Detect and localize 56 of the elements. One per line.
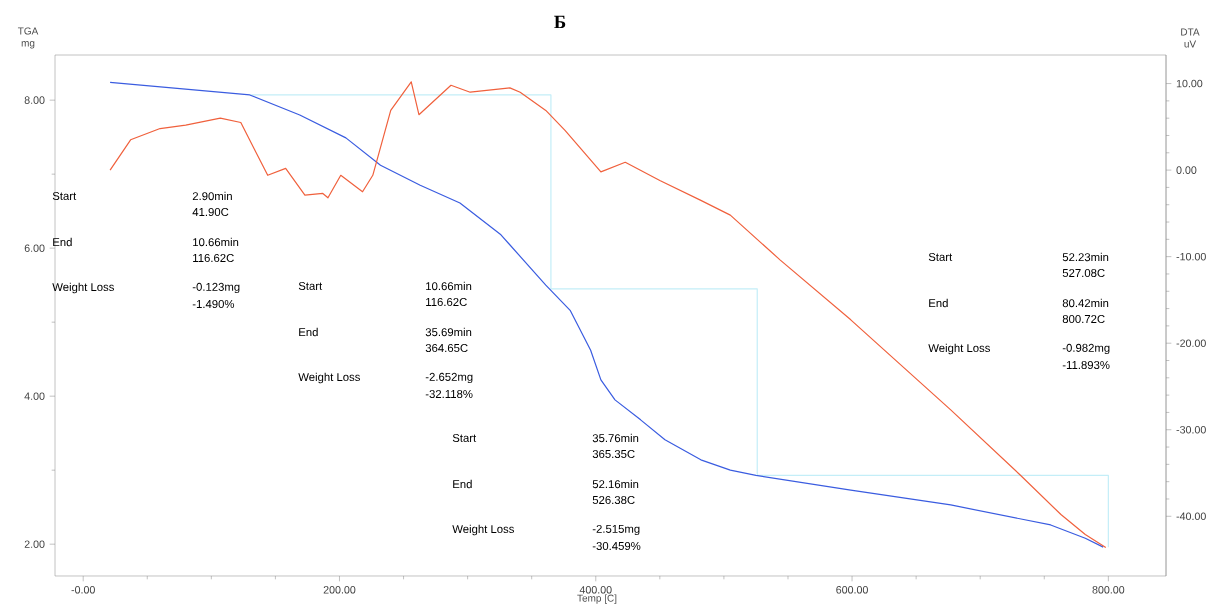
annotation: Weight Loss <box>452 524 514 536</box>
annotation: Start <box>928 252 953 261</box>
annotation: End <box>53 237 72 247</box>
annotation: -2.515mg <box>592 524 640 536</box>
annotation: -11.893% <box>1062 361 1110 369</box>
x-tick-label: -0.00 <box>71 586 95 594</box>
annotation: 52.16min <box>592 479 639 489</box>
annotation: -0.123mg <box>192 282 240 294</box>
y2-axis-title: DTA uV <box>1181 28 1200 48</box>
annotation: 800.72C <box>1062 314 1105 323</box>
annotation: Start <box>298 281 323 290</box>
x-tick-label: 800.00 <box>1092 586 1125 594</box>
y2-tick-label: -30.00 <box>1176 425 1206 434</box>
annotation: 52.23min <box>1062 252 1109 262</box>
annotation: 35.69min <box>425 327 472 337</box>
annotation: Weight Loss <box>928 343 990 355</box>
line-series <box>249 94 1109 548</box>
annotation: End <box>453 479 472 489</box>
annotation: 10.66min <box>426 281 472 291</box>
annotation: Weight Loss <box>298 372 360 384</box>
annotation: 10.66min <box>193 237 239 247</box>
x-tick-label: 400.00 <box>579 586 612 594</box>
y-tick-label: 8.00 <box>24 96 45 104</box>
y-axis-title: TGA mg <box>17 27 39 49</box>
y-tick-label: 4.00 <box>24 392 45 400</box>
y2-tick-label: 10.00 <box>1176 79 1203 88</box>
y2-tick-label: -40.00 <box>1176 512 1206 521</box>
annotation: 365.35C <box>592 450 635 458</box>
annotation: 527.08C <box>1062 268 1105 277</box>
y2-tick-label: 0.00 <box>1176 166 1197 174</box>
annotation: 526.38C <box>592 496 635 505</box>
annotation: 35.76min <box>592 433 639 443</box>
annotation: -2.652mg <box>425 372 473 384</box>
y2-tick-label: -10.00 <box>1176 252 1206 261</box>
annotation: Start <box>52 191 77 200</box>
annotation: Weight Loss <box>52 282 114 294</box>
annotation: 364.65C <box>425 343 468 352</box>
annotation: -32.118% <box>425 390 473 399</box>
y2-tick-label: -20.00 <box>1176 339 1206 347</box>
x-axis-title: Temp [C] <box>577 594 617 604</box>
annotation: 116.62C <box>426 297 467 306</box>
x-tick-label: 200.00 <box>323 586 356 594</box>
y-tick-label: 2.00 <box>24 540 45 548</box>
annotation: 80.42min <box>1062 298 1109 308</box>
annotation: End <box>929 298 948 308</box>
y-tick-label: 6.00 <box>24 244 45 252</box>
chart-title: Б <box>554 15 566 29</box>
annotation: -30.459% <box>592 542 641 551</box>
annotation: 2.90min <box>192 191 232 201</box>
annotation: Start <box>452 434 477 443</box>
annotation: -0.982mg <box>1062 343 1110 355</box>
annotation: 116.62C <box>193 253 234 262</box>
annotation: -1.490% <box>192 299 235 308</box>
annotation: End <box>299 327 318 337</box>
annotation: 41.90C <box>192 207 229 216</box>
x-tick-label: 600.00 <box>836 586 868 594</box>
